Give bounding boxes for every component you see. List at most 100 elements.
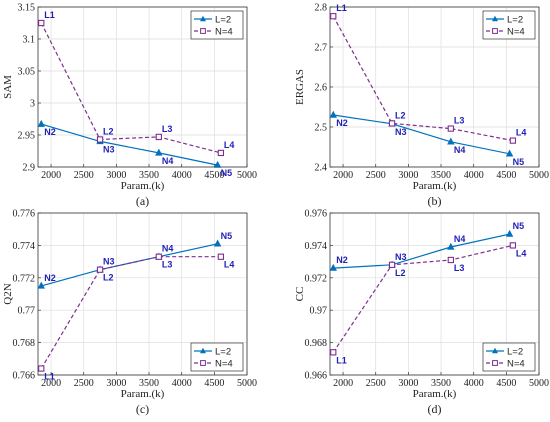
point-label: L1 (44, 10, 55, 20)
x-tick-label: 5000 (237, 170, 257, 181)
x-axis-label: Param.(k) (121, 180, 165, 192)
legend-box (190, 10, 244, 40)
data-point (96, 266, 104, 273)
legend: L=2N=4 (190, 10, 244, 40)
point-label: L4 (224, 260, 235, 270)
x-tick-label: 4500 (204, 378, 224, 389)
y-tick-label: 2.6 (315, 83, 328, 94)
point-label: L1 (336, 355, 347, 365)
data-point (38, 365, 45, 372)
y-axis-label: Q2N (2, 283, 14, 304)
legend-box (190, 342, 244, 372)
legend-label: N=4 (507, 358, 525, 369)
y-tick-label: 2.95 (18, 131, 36, 142)
series-line-2 (40, 256, 221, 369)
data-point (505, 149, 514, 157)
y-tick-label: 3 (30, 99, 35, 110)
x-tick-label: 2500 (74, 378, 94, 389)
data-point (155, 133, 162, 141)
y-tick-label: 2.9 (23, 163, 36, 174)
point-label: L4 (516, 128, 527, 138)
data-point (330, 13, 337, 20)
data-point (447, 125, 454, 132)
y-tick-label: 0.77 (18, 306, 36, 317)
data-point (213, 239, 222, 247)
x-tick-label: 3500 (431, 170, 451, 181)
point-label: N3 (103, 257, 115, 267)
data-point (155, 148, 163, 156)
panel-label: (b) (428, 194, 442, 208)
panel-2: 2000 2500 3000 3500 4000 4500 5000 2.4 2.5 2.6 2.7… (294, 3, 549, 209)
point-label: L4 (224, 140, 235, 150)
point-label: L2 (395, 268, 406, 278)
x-axis-label: Param.(k) (121, 388, 165, 400)
data-point (447, 242, 455, 250)
point-label: L2 (103, 273, 114, 283)
y-tick-label: 2.4 (315, 163, 328, 174)
point-label: L2 (395, 110, 406, 120)
data-point (217, 149, 225, 157)
point-label: L3 (162, 124, 173, 134)
point-label: N3 (395, 127, 407, 137)
x-tick-label: 4500 (496, 378, 516, 389)
point-label: N3 (395, 252, 407, 262)
axes-frame (37, 212, 248, 376)
x-tick-label: 5000 (529, 378, 549, 389)
series-line-1 (41, 123, 218, 166)
legend-box (482, 10, 536, 40)
panel-1: 2000 2500 3000 3500 4000 4500 5000 2.9 2.95 3 3.05… (2, 3, 257, 209)
x-tick-label: 3000 (398, 378, 418, 389)
point-label: N4 (162, 156, 174, 166)
data-point (388, 120, 396, 127)
data-point (37, 281, 45, 289)
x-tick-label: 3000 (106, 378, 126, 389)
y-tick-label: 0.774 (13, 241, 36, 252)
panel-4: 2000 2500 3000 3500 4000 4500 5000 0.966 0.968 0.… (294, 209, 549, 417)
point-label: N5 (221, 231, 233, 241)
x-tick-label: 3000 (106, 170, 126, 181)
legend-marker (200, 15, 206, 22)
data-point (509, 242, 517, 249)
data-point (213, 160, 222, 168)
data-point (509, 137, 517, 144)
panel-3: 2000 2500 3000 3500 4000 4500 5000 0.766 0.768 0.… (2, 209, 257, 417)
x-axis-label: Param.(k) (413, 180, 457, 192)
x-tick-label: 2500 (74, 170, 94, 181)
point-label: N2 (44, 273, 56, 283)
y-tick-label: 0.976 (305, 209, 328, 220)
data-point (329, 263, 337, 271)
x-tick-label: 3500 (139, 378, 159, 389)
y-axis-label: CC (294, 287, 306, 302)
y-tick-label: 0.972 (305, 273, 328, 284)
x-tick-label: 2000 (41, 170, 61, 181)
legend-marker (492, 360, 498, 366)
y-tick-label: 0.974 (305, 241, 328, 252)
y-tick-label: 0.766 (13, 371, 36, 382)
x-tick-label: 4000 (464, 170, 484, 181)
x-tick-label: 4000 (464, 378, 484, 389)
x-tick-label: 2000 (41, 378, 61, 389)
data-point (447, 256, 454, 264)
point-label: N4 (454, 234, 466, 244)
point-label: L3 (454, 116, 465, 126)
point-label: L3 (162, 260, 173, 270)
y-tick-label: 2.5 (315, 123, 328, 134)
point-label: L1 (336, 3, 347, 13)
y-tick-label: 3.05 (18, 67, 36, 78)
point-label: L2 (103, 126, 114, 136)
legend-label: N=4 (215, 26, 233, 37)
x-tick-label: 2500 (366, 170, 386, 181)
data-point (155, 253, 162, 260)
x-tick-label: 5000 (529, 170, 549, 181)
point-label: N5 (221, 168, 233, 178)
y-tick-label: 3.15 (18, 3, 36, 14)
point-label: L4 (516, 248, 527, 258)
y-tick-label: 0.97 (310, 306, 328, 317)
x-tick-label: 4000 (172, 170, 192, 181)
x-tick-label: 2500 (366, 378, 386, 389)
point-label: N2 (44, 127, 56, 137)
y-tick-label: 0.776 (13, 209, 36, 220)
point-label: N2 (336, 255, 348, 265)
data-point (388, 261, 396, 268)
